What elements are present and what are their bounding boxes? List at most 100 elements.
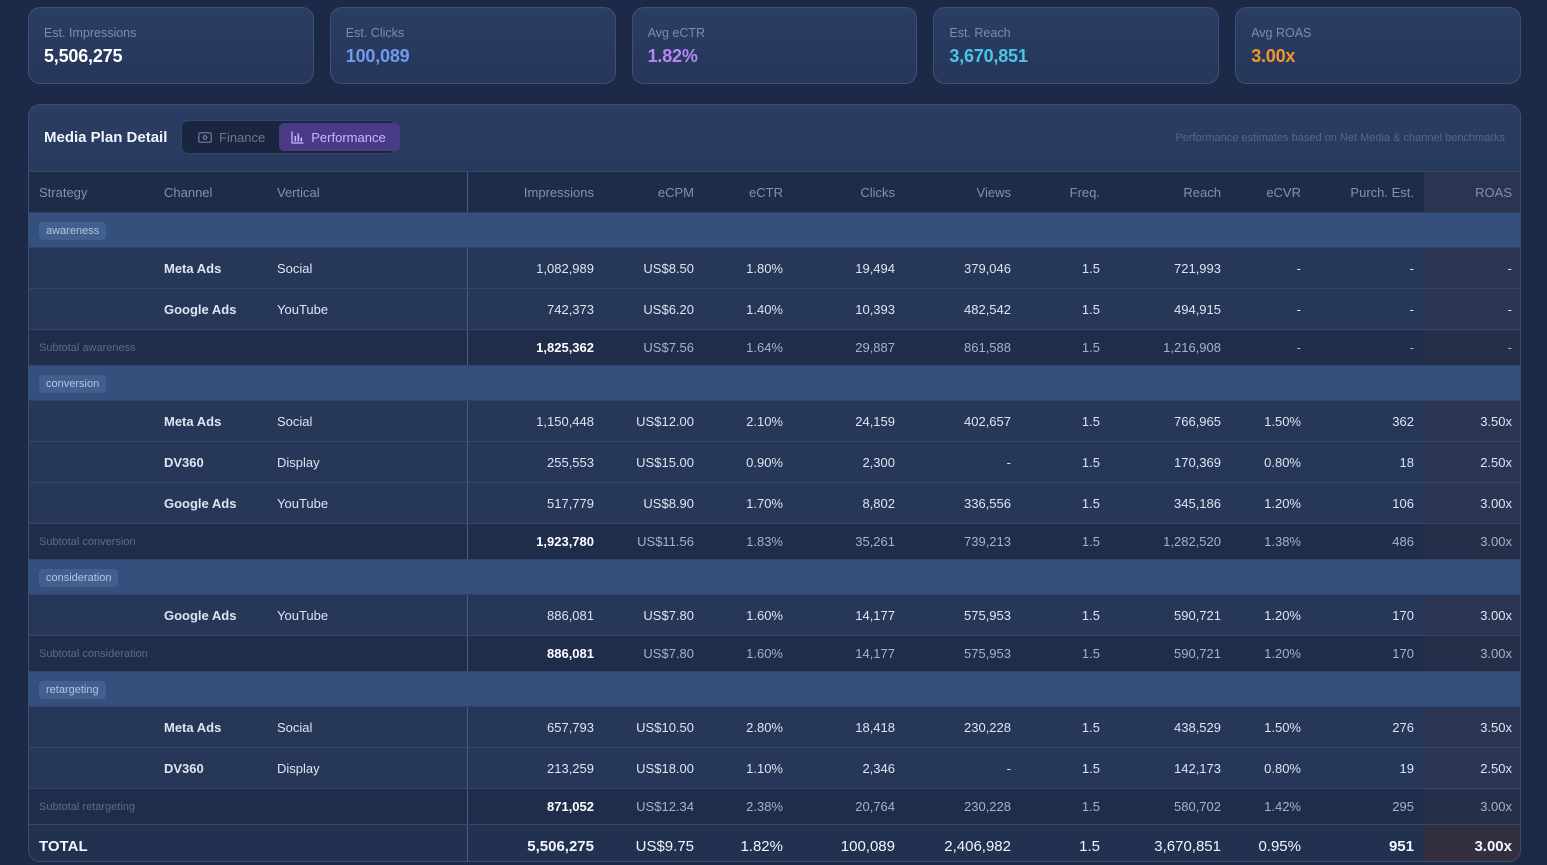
ectr-cell: 1.70%: [704, 482, 793, 524]
subtotal-row: Subtotal consideration 886,081 US$7.80 1…: [29, 635, 1520, 672]
panel-title: Media Plan Detail: [44, 129, 168, 146]
group-row-conversion: conversion: [29, 365, 1520, 401]
ecvr-cell: 1.20%: [1231, 635, 1311, 672]
freq-cell: 1.5: [1021, 594, 1110, 636]
performance-tab[interactable]: Performance: [279, 123, 400, 151]
vertical-cell: Social: [267, 706, 468, 748]
ecpm-cell: US$7.80: [604, 635, 704, 672]
col-purch[interactable]: Purch. Est.: [1311, 172, 1424, 213]
views-cell: -: [905, 441, 1021, 483]
col-freq[interactable]: Freq.: [1021, 172, 1110, 213]
group-row-consideration: consideration: [29, 559, 1520, 595]
clicks-cell: 29,887: [793, 329, 905, 366]
group-row-retargeting: retargeting: [29, 671, 1520, 707]
roas-cell: 3.00x: [1424, 824, 1520, 861]
ecpm-cell: US$7.80: [604, 594, 704, 636]
kpi-value: 100,089: [345, 46, 410, 66]
roas-cell: 3.00x: [1424, 482, 1520, 524]
reach-cell: 721,993: [1110, 247, 1231, 289]
col-ecpm[interactable]: eCPM: [604, 172, 704, 213]
reach-cell: 766,965: [1110, 400, 1231, 442]
ecpm-cell: US$15.00: [604, 441, 704, 483]
reach-cell: 1,216,908: [1110, 329, 1231, 366]
clicks-cell: 14,177: [793, 635, 905, 672]
subtotal-row: Subtotal retargeting 871,052 US$12.34 2.…: [29, 788, 1520, 825]
col-impressions[interactable]: Impressions: [467, 172, 604, 213]
roas-cell: 3.00x: [1424, 788, 1520, 825]
ecvr-cell: 1.20%: [1231, 482, 1311, 524]
freq-cell: 1.5: [1021, 288, 1110, 330]
reach-cell: 494,915: [1110, 288, 1231, 330]
purch-cell: 170: [1311, 594, 1424, 636]
ecvr-cell: 1.38%: [1231, 523, 1311, 560]
clicks-cell: 35,261: [793, 523, 905, 560]
kpi-label: Avg ROAS: [1251, 26, 1312, 40]
bar-chart-icon: [291, 131, 304, 144]
kpi-label: Avg eCTR: [647, 26, 706, 40]
impressions-cell: 886,081: [467, 594, 604, 636]
subtotal-row: Subtotal conversion 1,923,780 US$11.56 1…: [29, 523, 1520, 560]
clicks-cell: 100,089: [793, 824, 905, 861]
roas-cell: -: [1424, 329, 1520, 366]
ecpm-cell: US$18.00: [604, 747, 704, 789]
col-channel[interactable]: Channel: [154, 172, 267, 213]
performance-tab-label: Performance: [311, 129, 386, 145]
channel-cell: DV360: [154, 747, 267, 789]
kpi-ectr: Avg eCTR 1.82%: [631, 7, 918, 84]
clicks-cell: 8,802: [793, 482, 905, 524]
ecvr-cell: 0.80%: [1231, 441, 1311, 483]
col-views[interactable]: Views: [905, 172, 1021, 213]
col-clicks[interactable]: Clicks: [793, 172, 905, 213]
col-vertical[interactable]: Vertical: [267, 172, 468, 213]
col-ecvr[interactable]: eCVR: [1231, 172, 1311, 213]
vertical-cell: YouTube: [267, 594, 468, 636]
kpi-label: Est. Reach: [949, 26, 1011, 40]
vertical-cell: Display: [267, 747, 468, 789]
vertical-cell: Social: [267, 247, 468, 289]
col-ectr[interactable]: eCTR: [704, 172, 793, 213]
purch-cell: 170: [1311, 635, 1424, 672]
ectr-cell: 2.38%: [704, 788, 793, 825]
channel-cell: Google Ads: [154, 288, 267, 330]
channel-cell: DV360: [154, 441, 267, 483]
reach-cell: 3,670,851: [1110, 824, 1231, 861]
channel-cell: Meta Ads: [154, 247, 267, 289]
kpi-value: 3.00x: [1251, 46, 1296, 66]
clicks-cell: 2,346: [793, 747, 905, 789]
purch-cell: 106: [1311, 482, 1424, 524]
views-cell: 230,228: [905, 788, 1021, 825]
freq-cell: 1.5: [1021, 482, 1110, 524]
strategy-tag: conversion: [39, 374, 107, 393]
subtotal-row: Subtotal awareness 1,825,362 US$7.56 1.6…: [29, 329, 1520, 366]
purch-cell: -: [1311, 288, 1424, 330]
freq-cell: 1.5: [1021, 400, 1110, 442]
col-strategy[interactable]: Strategy: [29, 172, 154, 213]
total-label: TOTAL: [29, 824, 468, 861]
subtotal-label: Subtotal awareness: [29, 329, 468, 366]
purch-cell: 362: [1311, 400, 1424, 442]
col-roas[interactable]: ROAS: [1424, 172, 1520, 213]
ectr-cell: 1.83%: [704, 523, 793, 560]
col-reach[interactable]: Reach: [1110, 172, 1231, 213]
clicks-cell: 24,159: [793, 400, 905, 442]
views-cell: 739,213: [905, 523, 1021, 560]
kpi-reach: Est. Reach 3,670,851: [933, 7, 1220, 84]
roas-cell: 3.00x: [1424, 594, 1520, 636]
table-header-row: Strategy Channel Vertical Impressions eC…: [29, 172, 1520, 213]
vertical-cell: YouTube: [267, 482, 468, 524]
reach-cell: 345,186: [1110, 482, 1231, 524]
clicks-cell: 10,393: [793, 288, 905, 330]
ecpm-cell: US$12.34: [604, 788, 704, 825]
purch-cell: 276: [1311, 706, 1424, 748]
ecpm-cell: US$10.50: [604, 706, 704, 748]
ecvr-cell: 1.42%: [1231, 788, 1311, 825]
views-cell: 230,228: [905, 706, 1021, 748]
ectr-cell: 1.80%: [704, 247, 793, 289]
subtotal-label: Subtotal conversion: [29, 523, 468, 560]
ecpm-cell: US$11.56: [604, 523, 704, 560]
roas-cell: 2.50x: [1424, 747, 1520, 789]
views-cell: 575,953: [905, 594, 1021, 636]
ecvr-cell: -: [1231, 288, 1311, 330]
kpi-impressions: Est. Impressions 5,506,275: [28, 7, 314, 84]
finance-tab[interactable]: Finance: [184, 123, 279, 151]
